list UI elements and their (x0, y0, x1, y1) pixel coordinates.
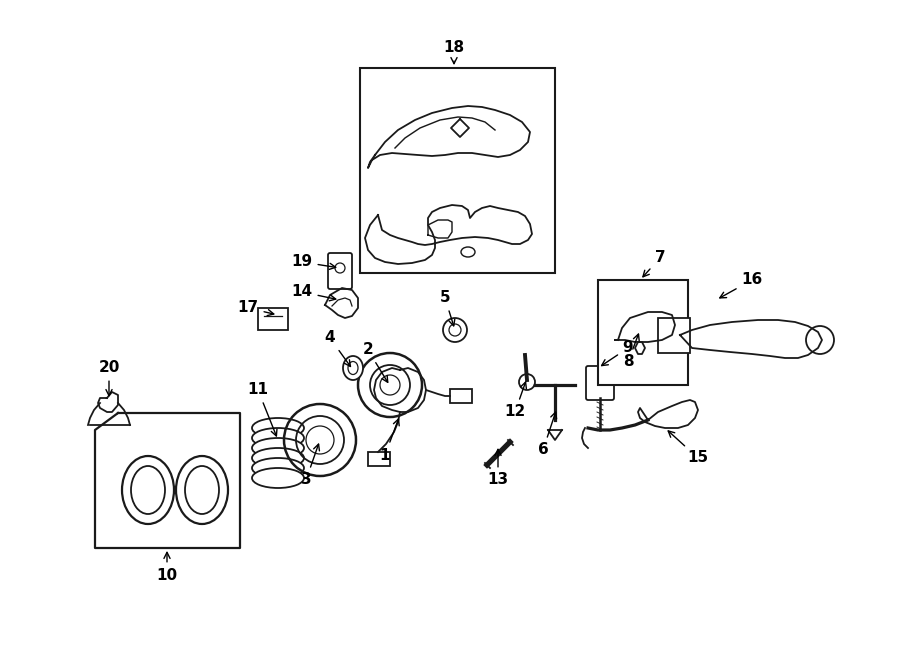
Text: 11: 11 (248, 383, 277, 436)
Text: 18: 18 (444, 40, 464, 63)
Bar (450, 389, 472, 403)
Bar (360, 68, 555, 273)
FancyBboxPatch shape (328, 253, 352, 289)
Text: 10: 10 (157, 553, 177, 582)
Text: 17: 17 (238, 301, 274, 315)
Bar (368, 452, 390, 466)
Text: 15: 15 (668, 431, 708, 465)
Ellipse shape (252, 428, 304, 448)
Text: 8: 8 (623, 334, 639, 369)
Text: 9: 9 (601, 340, 634, 366)
Text: 4: 4 (325, 330, 350, 366)
Ellipse shape (131, 466, 165, 514)
Text: 7: 7 (643, 251, 665, 277)
Ellipse shape (252, 418, 304, 438)
Ellipse shape (252, 458, 304, 478)
Ellipse shape (252, 448, 304, 468)
Text: 1: 1 (380, 419, 400, 463)
Bar (658, 318, 690, 353)
Text: 20: 20 (98, 360, 120, 396)
Text: 3: 3 (301, 444, 320, 488)
Ellipse shape (122, 456, 174, 524)
Text: 16: 16 (720, 272, 762, 298)
Ellipse shape (252, 438, 304, 458)
Ellipse shape (185, 466, 219, 514)
Text: 14: 14 (292, 284, 336, 301)
Bar (258, 308, 288, 330)
Bar (598, 280, 688, 385)
Text: 2: 2 (363, 342, 388, 382)
Ellipse shape (461, 247, 475, 257)
Ellipse shape (348, 362, 358, 375)
Ellipse shape (176, 456, 228, 524)
Text: 5: 5 (440, 290, 454, 326)
Text: 12: 12 (504, 382, 526, 420)
Text: 13: 13 (488, 449, 508, 488)
FancyBboxPatch shape (586, 366, 614, 400)
Ellipse shape (252, 468, 304, 488)
Text: 19: 19 (292, 254, 336, 270)
Ellipse shape (343, 356, 363, 380)
Text: 6: 6 (537, 412, 556, 457)
